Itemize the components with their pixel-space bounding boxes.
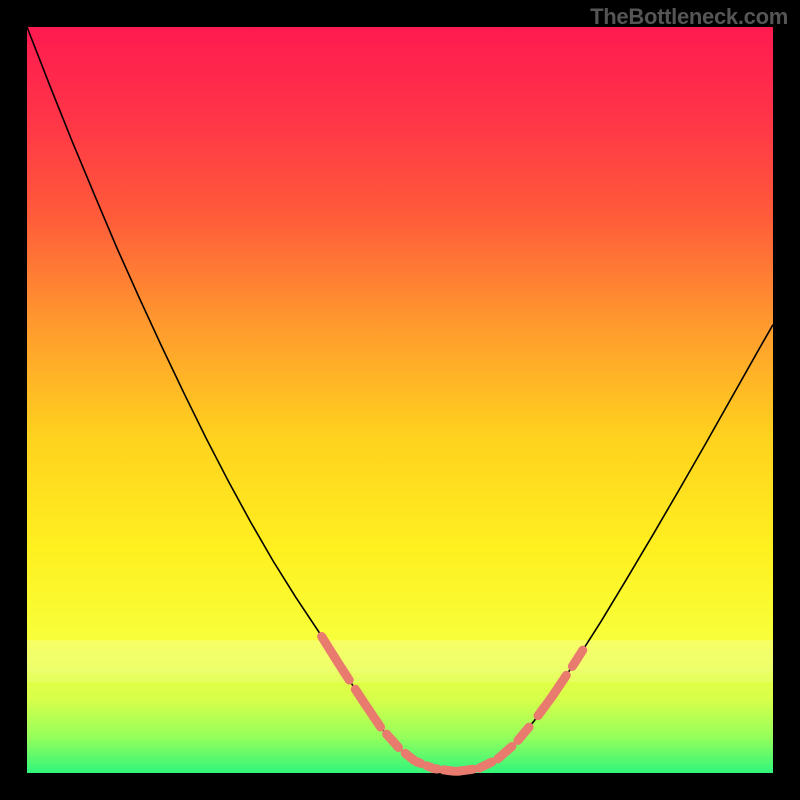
chart-svg <box>0 0 800 800</box>
chart-frame: TheBottleneck.com <box>0 0 800 800</box>
watermark-text: TheBottleneck.com <box>590 4 788 30</box>
